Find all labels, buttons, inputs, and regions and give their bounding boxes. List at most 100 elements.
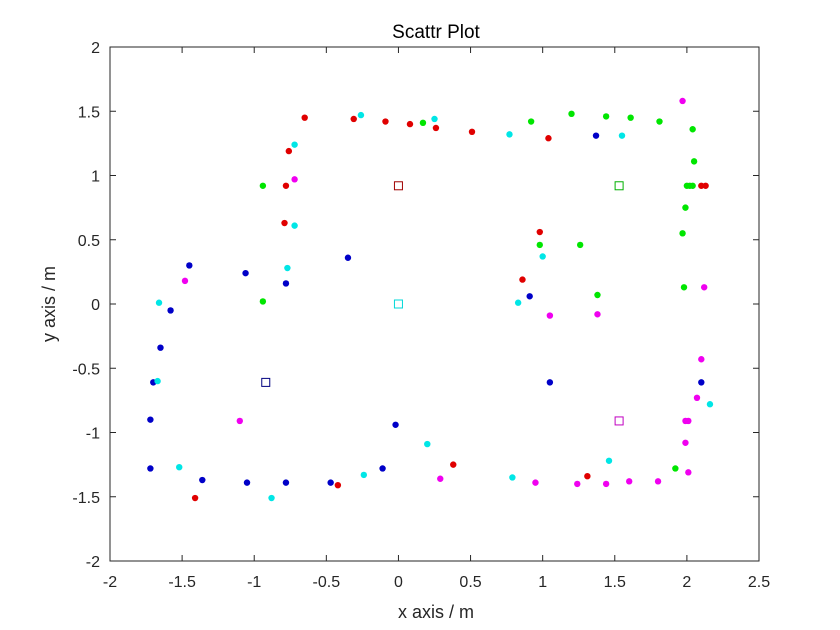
square-marker-red <box>393 181 403 191</box>
data-point-blue <box>327 479 334 486</box>
y-tick-label: -2 <box>86 554 100 571</box>
data-point-red <box>285 147 293 155</box>
data-point-blue <box>592 132 600 139</box>
data-point-green <box>568 110 575 118</box>
y-tick-label: -1 <box>86 426 100 443</box>
data-point-blue <box>282 479 290 486</box>
data-point-magenta <box>679 97 686 105</box>
data-point-green <box>680 284 688 291</box>
data-point-red <box>350 115 357 123</box>
plot-area <box>109 46 760 562</box>
data-point-cyan <box>506 131 513 138</box>
data-point-red <box>301 114 308 121</box>
data-point-red <box>702 182 709 189</box>
data-point-blue <box>167 307 174 314</box>
data-point-green <box>527 118 535 125</box>
y-tick-label: -1.5 <box>72 490 100 507</box>
data-point-green <box>672 465 679 472</box>
data-point-blue <box>344 254 352 261</box>
data-point-cyan <box>509 474 516 481</box>
data-point-red <box>536 228 543 236</box>
data-point-cyan <box>176 463 183 471</box>
data-point-magenta <box>291 176 298 183</box>
data-point-green <box>656 118 663 125</box>
data-point-green <box>689 182 696 189</box>
data-point-red <box>468 128 476 136</box>
data-point-cyan <box>424 440 431 448</box>
x-tick-label: 2.5 <box>748 574 770 591</box>
data-point-magenta <box>698 356 705 363</box>
data-point-blue <box>147 416 154 423</box>
data-point-cyan <box>268 494 275 502</box>
data-point-cyan <box>706 401 714 408</box>
data-point-magenta <box>574 480 581 488</box>
x-tick-label: 0.5 <box>459 574 481 591</box>
data-point-blue <box>379 465 386 472</box>
square-marker-blue <box>261 377 271 387</box>
data-point-cyan <box>291 141 298 148</box>
data-point-cyan <box>284 264 291 272</box>
data-point-green <box>627 114 634 121</box>
data-point-magenta <box>602 480 610 488</box>
data-point-magenta <box>682 439 689 446</box>
data-point-cyan <box>357 111 365 119</box>
data-point-red <box>584 472 591 480</box>
data-point-blue <box>546 379 554 386</box>
x-tick-label: -2 <box>103 574 117 591</box>
data-point-magenta <box>236 417 243 425</box>
square-marker-green <box>614 181 624 191</box>
x-tick-label: 1.5 <box>604 574 626 591</box>
data-point-red <box>334 481 342 489</box>
data-point-red <box>382 118 389 125</box>
chart-title: Scattr Plot <box>392 22 480 43</box>
data-point-green <box>576 241 584 249</box>
data-point-blue <box>147 465 154 472</box>
y-tick-label: 2 <box>91 40 100 57</box>
y-axis-label: y axis / m <box>39 266 59 342</box>
data-point-cyan <box>360 471 368 479</box>
data-point-green <box>682 204 689 211</box>
data-point-cyan <box>514 299 522 306</box>
y-tick-label: -0.5 <box>72 361 100 378</box>
data-point-magenta <box>685 417 692 425</box>
axis-ticks: -2 -1.5 -1 -0.5 0 0.5 1 1.5 2 2.5 -2 -1.5 -1 -0.5 0 0.5… <box>72 40 770 591</box>
data-point-red <box>191 494 199 502</box>
data-point-cyan <box>605 457 613 464</box>
data-point-red <box>450 461 457 468</box>
data-point-blue <box>282 280 290 287</box>
data-point-red <box>406 120 414 128</box>
square-marker-cyan <box>393 299 403 309</box>
data-points <box>147 97 714 502</box>
data-point-green <box>259 182 267 189</box>
data-point-green <box>690 158 698 165</box>
data-point-red <box>281 219 288 227</box>
y-tick-label: 1 <box>91 169 100 186</box>
data-point-cyan <box>431 115 438 123</box>
x-tick-label: -1.5 <box>168 574 196 591</box>
data-point-green <box>679 230 686 237</box>
data-point-magenta <box>181 277 189 285</box>
data-point-blue <box>157 344 164 351</box>
x-axis-label: x axis / m <box>398 602 474 622</box>
data-point-blue <box>186 262 193 269</box>
data-point-red <box>545 135 552 142</box>
data-point-green <box>602 113 610 120</box>
data-point-cyan <box>618 132 626 139</box>
data-point-green <box>689 126 696 133</box>
data-point-cyan <box>539 253 546 260</box>
data-point-red <box>432 124 440 132</box>
data-point-green <box>594 291 601 299</box>
data-point-magenta <box>546 312 554 319</box>
data-point-magenta <box>693 394 701 402</box>
data-point-magenta <box>594 311 601 318</box>
data-point-blue <box>243 479 251 486</box>
y-tick-label: 0 <box>91 297 100 314</box>
data-point-magenta <box>654 478 662 485</box>
data-point-cyan <box>154 377 161 385</box>
x-tick-label: -1 <box>247 574 261 591</box>
data-point-magenta <box>626 478 633 485</box>
data-point-magenta <box>700 284 708 291</box>
data-point-cyan <box>291 222 298 229</box>
data-point-magenta <box>532 479 539 486</box>
